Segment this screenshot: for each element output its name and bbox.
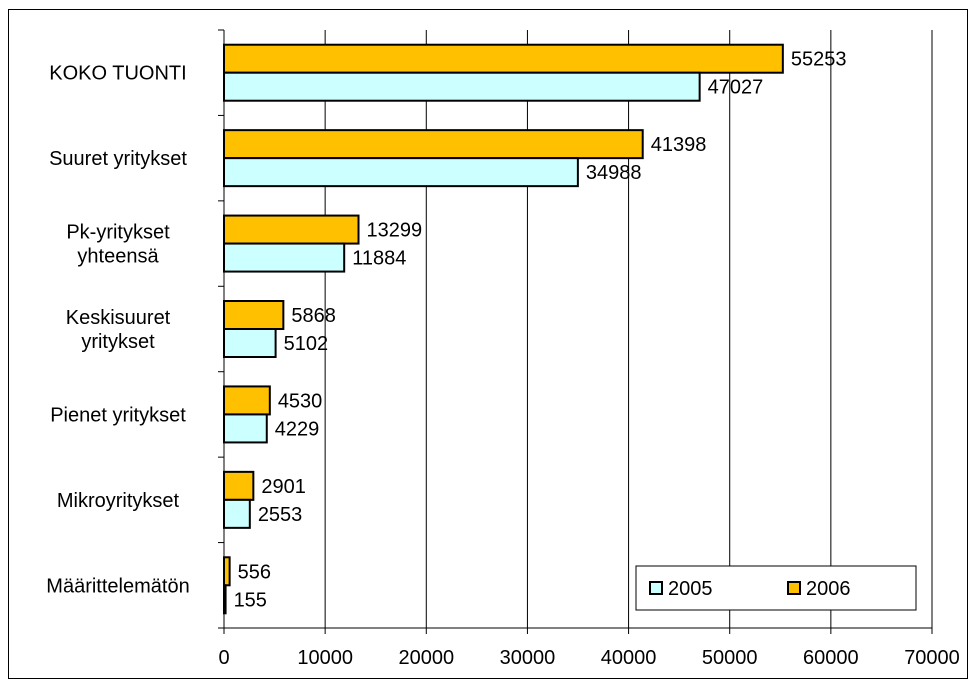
- x-tick-label: 50000: [702, 647, 758, 669]
- category-label: KOKO TUONTI: [49, 63, 186, 85]
- bar-2005: [223, 157, 579, 188]
- legend-label-2006: 2006: [806, 578, 851, 600]
- data-label-2005: 5102: [284, 333, 329, 355]
- x-tick-label: 10000: [297, 647, 353, 669]
- category-labels: KOKO TUONTI Suuret yritykset Pk-yritykset y…: [46, 63, 189, 598]
- data-label-2006: 13299: [367, 220, 423, 242]
- category-label: Suuret yritykset: [49, 148, 187, 170]
- data-label-2005: 34988: [586, 162, 642, 184]
- data-label-2006: 4530: [278, 390, 323, 412]
- data-label-2006: 5868: [291, 305, 336, 327]
- data-label-2006: 41398: [651, 134, 707, 156]
- x-tick-label: 20000: [398, 647, 454, 669]
- legend-label-2005: 2005: [668, 578, 713, 600]
- bar-2006: [223, 385, 271, 416]
- bar-2006: [223, 214, 360, 245]
- category-label: Määrittelemätön: [46, 575, 189, 597]
- bar-2006: [223, 556, 231, 587]
- data-label-2005: 155: [234, 589, 267, 611]
- data-label-2005: 11884: [352, 248, 406, 270]
- category-label: Mikroyritykset: [57, 490, 180, 512]
- legend-swatch-2005: [649, 581, 663, 595]
- x-tick-label: 40000: [601, 647, 657, 669]
- category-label: Pienet yritykset: [50, 404, 186, 426]
- data-label-2005: 47027: [708, 77, 764, 99]
- bar-2005: [223, 584, 227, 615]
- bar-2005: [223, 413, 268, 444]
- data-label-2005: 2553: [258, 504, 303, 526]
- data-label-2005: 4229: [275, 418, 320, 440]
- bar-2006: [223, 43, 784, 74]
- bar-2006: [223, 300, 285, 330]
- x-tick-label: 70000: [904, 647, 960, 669]
- bar-2005: [223, 71, 701, 102]
- category-label: Keskisuuret yritykset: [66, 307, 171, 353]
- legend-swatch-2006: [787, 581, 801, 595]
- x-tick-label: 60000: [803, 647, 859, 669]
- bars: [223, 43, 784, 615]
- data-label-2006: 2901: [261, 476, 306, 498]
- bar-2005: [223, 242, 346, 273]
- data-labels: 55253 47027 41398 34988 13299 11884 5868 5102 45…: [234, 49, 847, 612]
- bar-2006: [223, 470, 255, 501]
- bar-2005: [223, 498, 251, 529]
- bar-2006: [223, 129, 644, 160]
- gridlines: [324, 30, 933, 628]
- bar-2005: [223, 328, 277, 358]
- x-tick-label: 30000: [500, 647, 556, 669]
- data-label-2006: 556: [238, 561, 271, 583]
- category-label: Pk-yritykset yhteensä: [66, 222, 170, 268]
- legend-box: [635, 565, 917, 611]
- data-label-2006: 55253: [791, 49, 847, 71]
- x-tick-label: 0: [218, 647, 229, 669]
- x-tick-labels: 0 10000 20000 30000 40000 50000 60000 70000: [218, 647, 959, 669]
- legend: 2005 2006: [635, 565, 917, 611]
